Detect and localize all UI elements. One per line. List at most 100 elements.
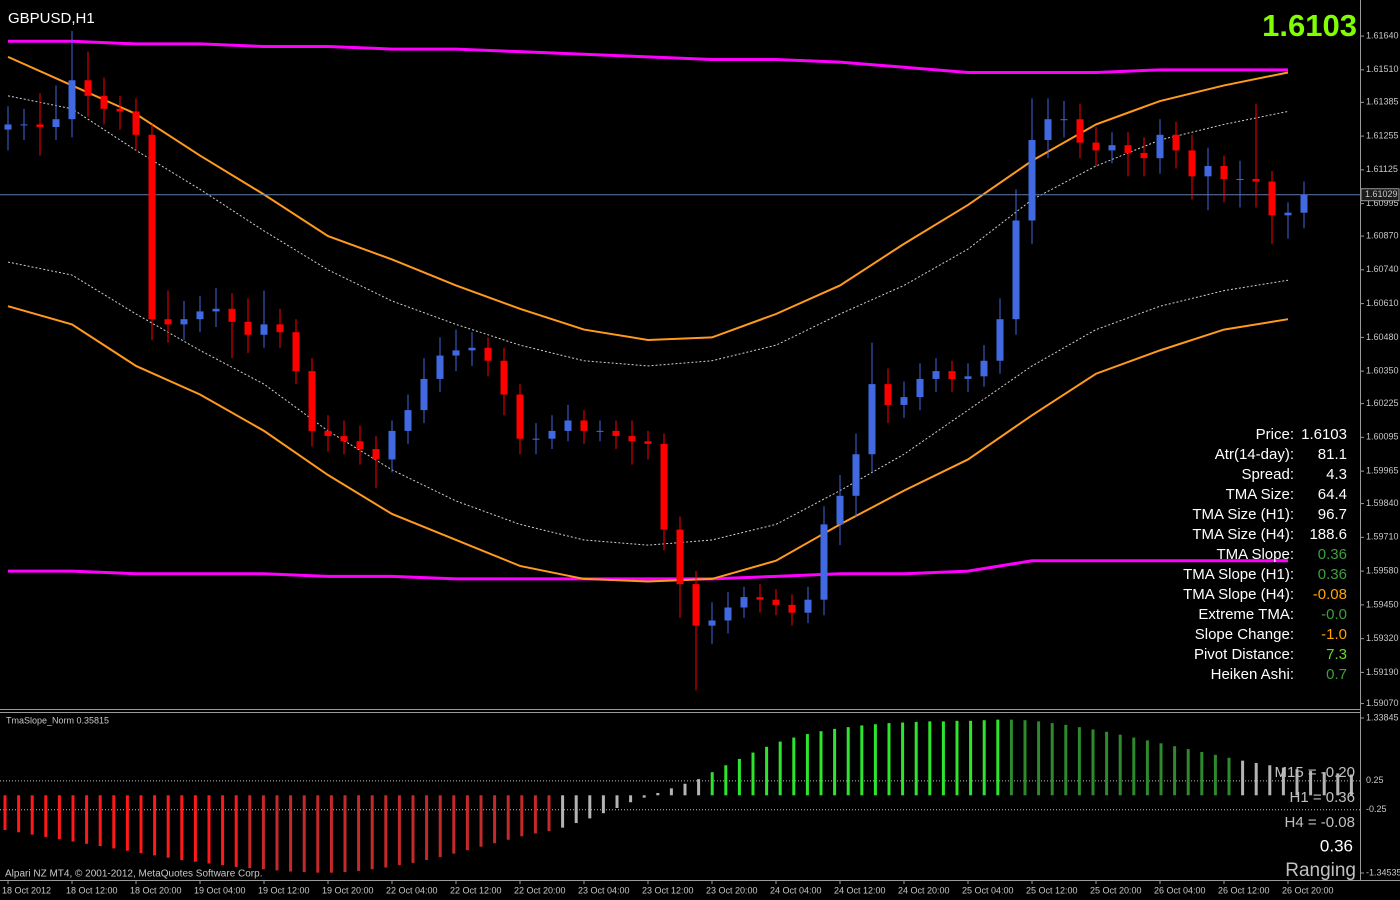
x-tick-label: 23 Oct 04:00 (578, 885, 630, 895)
candle-body (756, 597, 764, 600)
histogram-bar (1281, 767, 1285, 796)
histogram-bar (887, 723, 891, 796)
histogram-bar (819, 731, 823, 796)
histogram-bar (261, 795, 265, 870)
y-tick-label: 1.61640 (1366, 30, 1399, 40)
candle-body (276, 324, 284, 333)
x-tick-label: 23 Oct 12:00 (642, 885, 694, 895)
candle-body (1284, 212, 1292, 216)
candle-body (612, 430, 620, 437)
histogram-bar (207, 795, 211, 864)
info-value: 0.7 (1326, 666, 1347, 683)
histogram-bar (1023, 720, 1027, 796)
candle-body (356, 441, 364, 450)
x-tick-label: 22 Oct 04:00 (386, 885, 438, 895)
histogram-bar (1186, 749, 1190, 796)
bid-label: 1.61029 (1365, 189, 1398, 199)
candle-body (1076, 119, 1084, 143)
histogram-bar (1349, 774, 1353, 796)
y-tick-label: 1.59070 (1366, 698, 1399, 708)
candle-body (948, 371, 956, 379)
candle-body (852, 454, 860, 496)
histogram-bar (57, 795, 61, 840)
x-tick-label: 24 Oct 20:00 (898, 885, 950, 895)
candle-body (1188, 150, 1196, 177)
candle-body (20, 124, 28, 126)
candle-body (180, 319, 188, 325)
candle-body (500, 360, 508, 395)
symbol-label: GBPUSD,H1 (8, 10, 95, 27)
candle-body (900, 397, 908, 405)
x-tick-label: 25 Oct 04:00 (962, 885, 1014, 895)
x-tick-label: 26 Oct 04:00 (1154, 885, 1206, 895)
info-label: Atr(14-day): (1215, 446, 1294, 463)
histogram-bar (17, 795, 21, 833)
candle-body (1012, 220, 1020, 320)
candle-body (244, 321, 252, 335)
last-price: 1.6103 (1262, 8, 1357, 43)
candle-body (84, 80, 92, 96)
histogram-bar (1173, 746, 1177, 796)
candle-body (1028, 139, 1036, 221)
y-tick-label: 1.61510 (1366, 64, 1399, 74)
x-tick-label: 19 Oct 12:00 (258, 885, 310, 895)
info-label: Extreme TMA: (1198, 606, 1294, 623)
candle-body (516, 394, 524, 439)
histogram-bar (1254, 762, 1258, 796)
histogram-bar (914, 721, 918, 796)
oscillator-side-label: H4 = -0.08 (1285, 814, 1355, 831)
histogram-bar (465, 795, 469, 851)
y-tick-label: 1.60740 (1366, 264, 1399, 274)
info-value: 0.36 (1318, 546, 1347, 563)
candle-body (644, 441, 652, 444)
candle-body (1092, 142, 1100, 151)
histogram-bar (656, 792, 660, 796)
candle-body (548, 430, 556, 439)
histogram-bar (425, 795, 429, 860)
candle-body (292, 332, 300, 372)
oscillator-status: Ranging (1285, 860, 1356, 881)
candle-body (820, 524, 828, 600)
candle-body (388, 430, 396, 460)
info-label: TMA Slope (H4): (1183, 586, 1294, 603)
candle-body (996, 319, 1004, 361)
histogram-bar (180, 795, 184, 860)
candle-body (452, 350, 460, 356)
candle-body (1060, 119, 1068, 121)
candle-body (1252, 178, 1260, 182)
histogram-bar (166, 795, 170, 858)
histogram-bar (289, 795, 293, 872)
histogram-bar (193, 795, 197, 862)
x-tick-label: 25 Oct 12:00 (1026, 885, 1078, 895)
histogram-bar (384, 795, 388, 868)
info-label: TMA Size (H1): (1192, 506, 1294, 523)
histogram-bar (411, 795, 415, 863)
candle-body (1300, 194, 1308, 213)
histogram-bar (533, 795, 537, 834)
candle-body (1124, 145, 1132, 153)
histogram-bar (1336, 773, 1340, 796)
histogram-bar (98, 795, 102, 847)
histogram-bar (697, 779, 701, 796)
histogram-bar (1145, 740, 1149, 796)
oscillator-side-label: H1 = 0.36 (1290, 789, 1355, 806)
info-value: 188.6 (1309, 526, 1347, 543)
candle-body (772, 599, 780, 605)
histogram-bar (941, 721, 945, 796)
candle-body (468, 347, 476, 351)
candle-body (116, 108, 124, 112)
y-tick-label: 0.25 (1366, 775, 1384, 785)
histogram-bar (139, 795, 143, 854)
y-tick-label: 1.60350 (1366, 366, 1399, 376)
histogram-bar (1309, 771, 1313, 796)
tma-band-line (8, 39, 1288, 74)
histogram-bar (996, 719, 1000, 796)
histogram-bar (683, 783, 687, 796)
histogram-bar (438, 795, 442, 858)
info-value: -1.0 (1321, 626, 1347, 643)
candle-body (676, 529, 684, 585)
candle-body (692, 584, 700, 626)
x-tick-label: 18 Oct 12:00 (66, 885, 118, 895)
